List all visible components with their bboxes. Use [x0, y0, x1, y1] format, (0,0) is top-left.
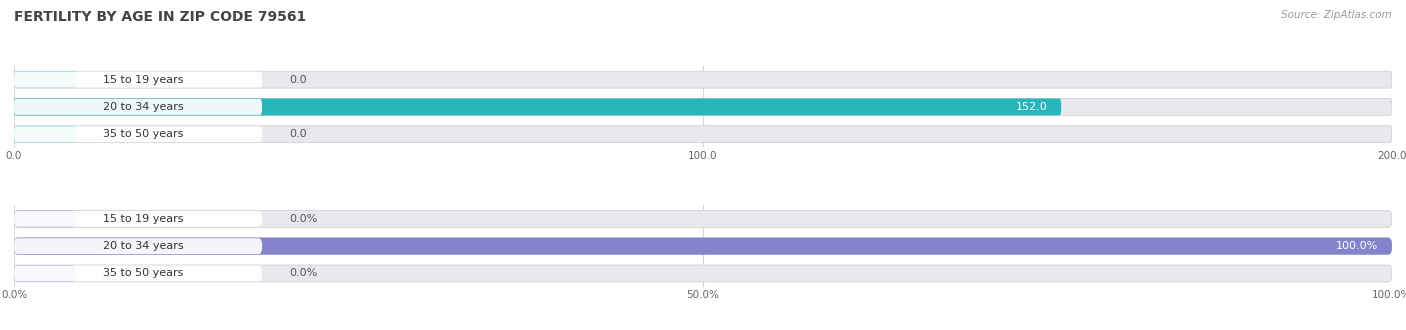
FancyBboxPatch shape: [14, 265, 76, 282]
FancyBboxPatch shape: [14, 266, 262, 281]
Text: 35 to 50 years: 35 to 50 years: [103, 268, 183, 279]
FancyBboxPatch shape: [14, 98, 1062, 115]
FancyBboxPatch shape: [14, 211, 1392, 227]
FancyBboxPatch shape: [14, 265, 1392, 282]
Text: 0.0%: 0.0%: [290, 214, 318, 224]
Text: 35 to 50 years: 35 to 50 years: [103, 129, 183, 139]
Text: 0.0: 0.0: [290, 75, 308, 85]
Text: 100.0%: 100.0%: [1336, 241, 1378, 251]
Text: 20 to 34 years: 20 to 34 years: [103, 241, 183, 251]
FancyBboxPatch shape: [14, 72, 262, 87]
FancyBboxPatch shape: [14, 238, 1392, 255]
FancyBboxPatch shape: [14, 126, 1392, 143]
FancyBboxPatch shape: [14, 71, 1392, 88]
FancyBboxPatch shape: [14, 238, 1392, 255]
Text: 15 to 19 years: 15 to 19 years: [103, 75, 183, 85]
Text: 0.0: 0.0: [290, 129, 308, 139]
FancyBboxPatch shape: [14, 238, 262, 254]
FancyBboxPatch shape: [14, 211, 262, 227]
FancyBboxPatch shape: [14, 126, 76, 143]
Text: 15 to 19 years: 15 to 19 years: [103, 214, 183, 224]
FancyBboxPatch shape: [14, 126, 262, 142]
FancyBboxPatch shape: [14, 99, 262, 115]
Text: 0.0%: 0.0%: [290, 268, 318, 279]
FancyBboxPatch shape: [14, 98, 1392, 115]
Text: Source: ZipAtlas.com: Source: ZipAtlas.com: [1281, 10, 1392, 20]
Text: 20 to 34 years: 20 to 34 years: [103, 102, 183, 112]
FancyBboxPatch shape: [14, 71, 76, 88]
FancyBboxPatch shape: [14, 211, 76, 227]
Text: FERTILITY BY AGE IN ZIP CODE 79561: FERTILITY BY AGE IN ZIP CODE 79561: [14, 10, 307, 24]
Text: 152.0: 152.0: [1015, 102, 1047, 112]
